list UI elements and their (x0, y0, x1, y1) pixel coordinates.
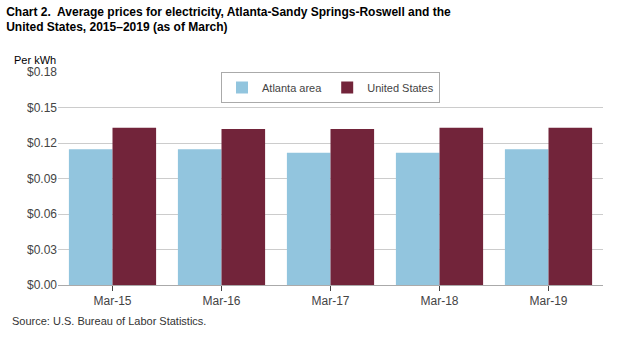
svg-text:$0.15: $0.15 (27, 101, 57, 115)
svg-text:$0.18: $0.18 (27, 65, 57, 79)
svg-text:Mar-16: Mar-16 (202, 294, 240, 308)
svg-text:Atlanta area: Atlanta area (262, 82, 322, 94)
svg-text:$0.12: $0.12 (27, 136, 57, 150)
svg-text:United States: United States (367, 82, 434, 94)
svg-text:$0.06: $0.06 (27, 207, 57, 221)
svg-text:Mar-18: Mar-18 (420, 294, 458, 308)
svg-text:Mar-19: Mar-19 (529, 294, 567, 308)
svg-text:Chart 2. Average prices for e: Chart 2. Average prices for electricity,… (6, 5, 451, 35)
svg-text:Mar-15: Mar-15 (93, 294, 131, 308)
svg-text:Source: U.S. Bureau of Labor S: Source: U.S. Bureau of Labor Statistics. (12, 315, 206, 327)
svg-text:$0.00: $0.00 (27, 278, 57, 292)
svg-text:Mar-17: Mar-17 (311, 294, 349, 308)
svg-text:Per kWh: Per kWh (14, 54, 56, 66)
svg-text:$0.03: $0.03 (27, 243, 57, 257)
svg-text:$0.09: $0.09 (27, 172, 57, 186)
